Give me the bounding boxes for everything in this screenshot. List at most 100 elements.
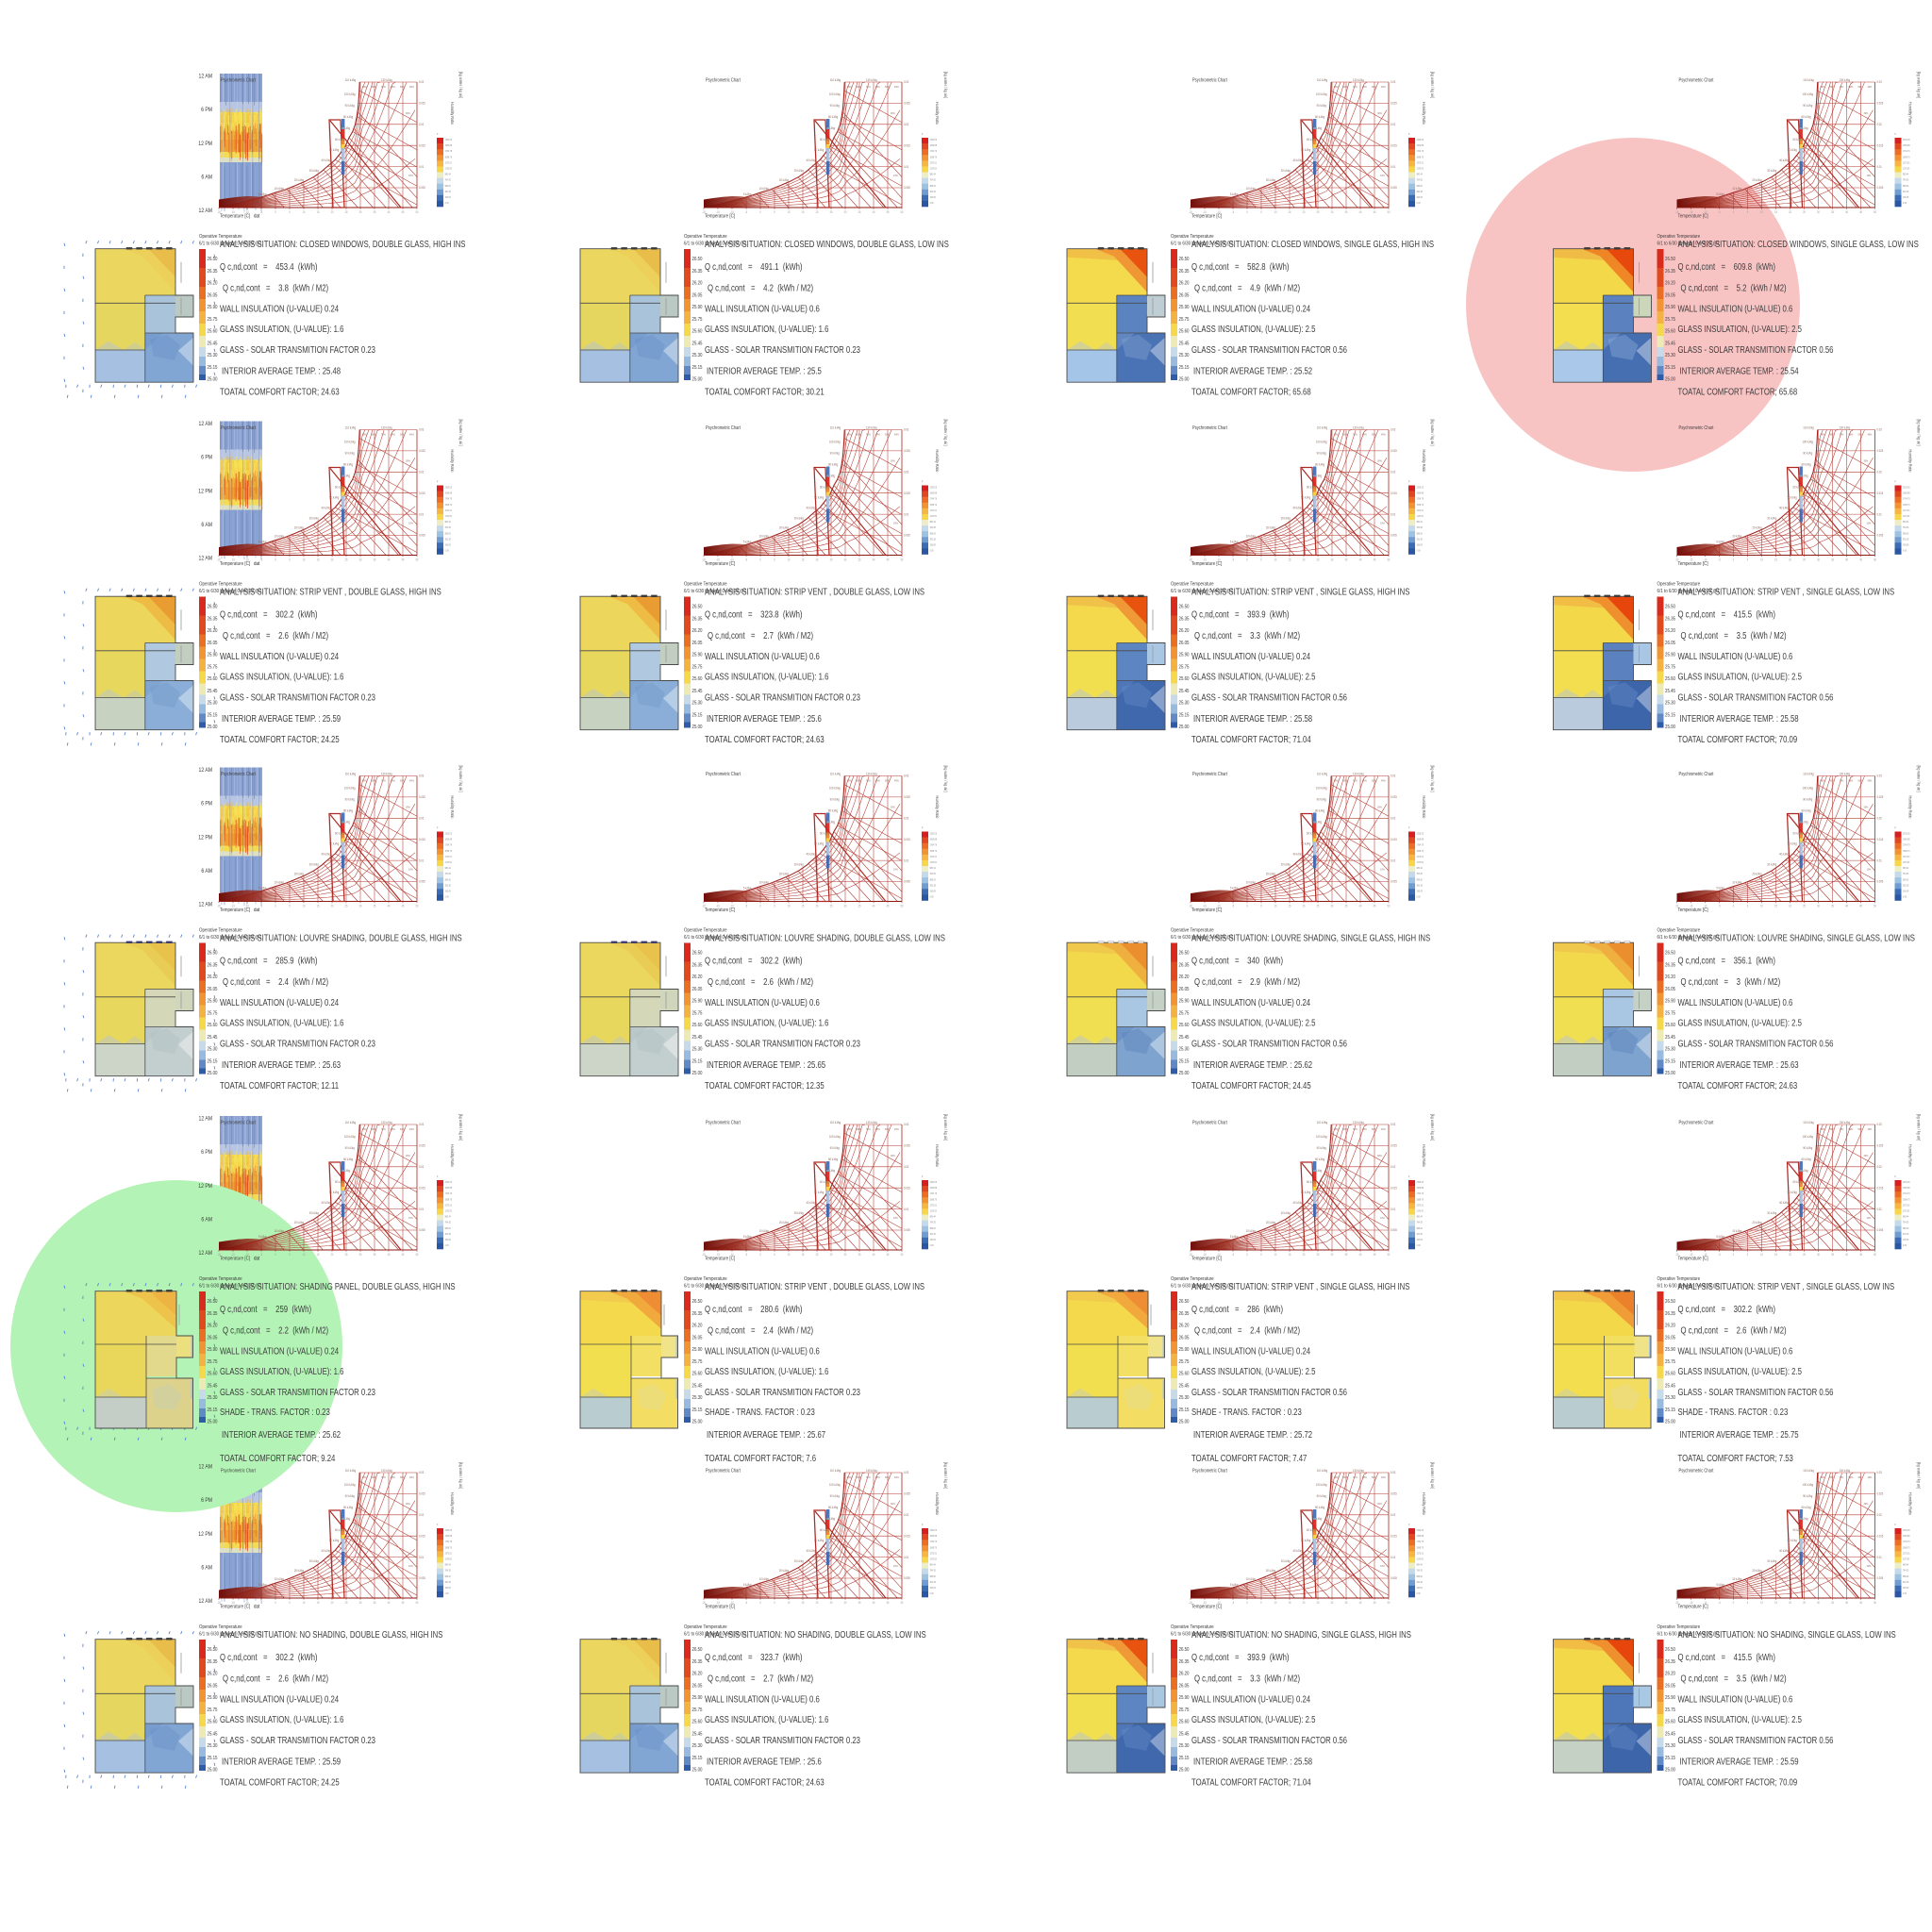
svg-text:GLASS INSULATION, (U-VALUE): 2: GLASS INSULATION, (U-VALUE): 2.5 (1678, 1366, 1803, 1376)
svg-text:Operative Temperature: Operative Temperature (1657, 1624, 1701, 1631)
svg-text:Q c,nd,cont = 2.6 (kWh /: Q c,nd,cont = 2.6 (kWh / M2) (223, 630, 328, 641)
svg-text:6/1 to 6/30 between 0 and 23 @: 6/1 to 6/30 between 0 and 23 @1 (199, 589, 261, 595)
svg-text:INTERIOR AVERAGE TEMP. : 25.62: INTERIOR AVERAGE TEMP. : 25.62 (1193, 1059, 1312, 1070)
svg-text:GLASS INSULATION, (U-VALUE): 2: GLASS INSULATION, (U-VALUE): 2.5 (1678, 1018, 1803, 1028)
svg-text:ANALYSIS SITUATION: LOUVRE SHA: ANALYSIS SITUATION: LOUVRE SHADING, DOUB… (705, 933, 945, 943)
svg-text:WALL INSULATION (U-VALUE) 0.6: WALL INSULATION (U-VALUE) 0.6 (1678, 651, 1793, 661)
svg-text:Q c,nd,cont = 302.2 (kWh: Q c,nd,cont = 302.2 (kWh) (705, 956, 803, 966)
svg-text:GLASS - SOLAR TRANSMITION FACT: GLASS - SOLAR TRANSMITION FACTOR 0.56 (1678, 1387, 1834, 1397)
svg-text:6 AM: 6 AM (201, 869, 212, 875)
svg-text:INTERIOR AVERAGE TEMP. : 25.58: INTERIOR AVERAGE TEMP. : 25.58 (1193, 713, 1312, 724)
svg-text:GLASS - SOLAR TRANSMITION FACT: GLASS - SOLAR TRANSMITION FACTOR 0.56 (1678, 1039, 1834, 1049)
svg-text:WALL INSULATION (U-VALUE) 0.24: WALL INSULATION (U-VALUE) 0.24 (1191, 651, 1310, 661)
svg-text:TOATAL COMFORT FACTOR; 71.04: TOATAL COMFORT FACTOR; 71.04 (1191, 1777, 1311, 1788)
svg-text:dat: dat (254, 908, 260, 914)
svg-text:ANALYSIS SITUATION: CLOSED WIN: ANALYSIS SITUATION: CLOSED WINDOWS, DOUB… (220, 239, 466, 249)
svg-text:6/1 to 6/30 between 0 and 23 @: 6/1 to 6/30 between 0 and 23 @1 (199, 1283, 261, 1290)
svg-text:GLASS - SOLAR TRANSMITION FACT: GLASS - SOLAR TRANSMITION FACTOR 0.23 (705, 1387, 860, 1397)
svg-text:GLASS - SOLAR TRANSMITION FACT: GLASS - SOLAR TRANSMITION FACTOR 0.56 (1678, 692, 1834, 703)
svg-text:Q c,nd,cont = 2.6 (kWh /: Q c,nd,cont = 2.6 (kWh / M2) (1681, 1325, 1787, 1336)
svg-text:12 AM: 12 AM (199, 902, 213, 908)
svg-text:TOATAL COMFORT FACTOR; 24.63: TOATAL COMFORT FACTOR; 24.63 (705, 734, 824, 744)
svg-text:WALL INSULATION (U-VALUE) 0.6: WALL INSULATION (U-VALUE) 0.6 (705, 997, 820, 1008)
svg-text:Operative Temperature: Operative Temperature (199, 581, 242, 588)
svg-text:ANALYSIS SITUATION: LOUVRE SHA: ANALYSIS SITUATION: LOUVRE SHADING, DOUB… (220, 933, 462, 943)
svg-text:WALL INSULATION (U-VALUE) 0.24: WALL INSULATION (U-VALUE) 0.24 (1191, 997, 1310, 1008)
svg-text:WALL INSULATION (U-VALUE) 0.6: WALL INSULATION (U-VALUE) 0.6 (705, 1346, 820, 1357)
svg-text:Operative Temperature: Operative Temperature (684, 927, 727, 934)
svg-text:6/1 to 6/30 between 0 and 23 @: 6/1 to 6/30 between 0 and 23 @1 (1171, 589, 1233, 595)
svg-text:Operative Temperature: Operative Temperature (1657, 234, 1701, 241)
svg-text:6/1 to 6/30 between 0 and 23 @: 6/1 to 6/30 between 0 and 23 @1 (199, 1631, 261, 1638)
svg-text:Operative Temperature: Operative Temperature (199, 1624, 242, 1631)
svg-text:6 AM: 6 AM (201, 1217, 212, 1224)
svg-text:TOATAL COMFORT FACTOR; 7.47: TOATAL COMFORT FACTOR; 7.47 (1191, 1453, 1307, 1463)
svg-text:Operative Temperature: Operative Temperature (1657, 1276, 1701, 1283)
svg-text:Q c,nd,cont = 302.2 (kWh: Q c,nd,cont = 302.2 (kWh) (220, 1652, 318, 1662)
svg-text:INTERIOR AVERAGE TEMP. : 25.5: INTERIOR AVERAGE TEMP. : 25.5 (707, 366, 822, 376)
svg-text:Q c,nd,cont = 2.7 (kWh /: Q c,nd,cont = 2.7 (kWh / M2) (708, 630, 813, 641)
svg-text:TOATAL COMFORT FACTOR; 9.24: TOATAL COMFORT FACTOR; 9.24 (220, 1453, 335, 1463)
svg-text:ANALYSIS SITUATION: NO SHADING: ANALYSIS SITUATION: NO SHADING, DOUBLE G… (705, 1629, 926, 1640)
svg-text:WALL INSULATION (U-VALUE) 0.6: WALL INSULATION (U-VALUE) 0.6 (1678, 304, 1793, 314)
svg-text:ANALYSIS SITUATION: STRIP VENT: ANALYSIS SITUATION: STRIP VENT , SINGLE … (1191, 1281, 1410, 1291)
svg-text:Q c,nd,cont = 609.8 (kWh: Q c,nd,cont = 609.8 (kWh) (1678, 261, 1776, 272)
svg-text:ANALYSIS SITUATION: LOUVRE SHA: ANALYSIS SITUATION: LOUVRE SHADING, SING… (1678, 933, 1916, 943)
svg-text:6/1 to 6/30 between 0 and 23 @: 6/1 to 6/30 between 0 and 23 @1 (199, 241, 261, 247)
svg-text:INTERIOR AVERAGE TEMP. : 25.62: INTERIOR AVERAGE TEMP. : 25.62 (222, 1429, 341, 1440)
svg-text:INTERIOR AVERAGE TEMP. : 25.52: INTERIOR AVERAGE TEMP. : 25.52 (1193, 366, 1312, 376)
svg-text:ANALYSIS SITUATION: STRIP VENT: ANALYSIS SITUATION: STRIP VENT , DOUBLE … (705, 1281, 924, 1291)
svg-text:GLASS - SOLAR TRANSMITION FACT: GLASS - SOLAR TRANSMITION FACTOR 0.56 (1191, 1735, 1347, 1745)
svg-text:6/1 to 6/30 between 0 and 23 @: 6/1 to 6/30 between 0 and 23 @1 (1171, 1283, 1233, 1290)
svg-text:SHADE - TRANS. FACTOR : 0.23: SHADE - TRANS. FACTOR : 0.23 (220, 1407, 330, 1417)
svg-text:Operative Temperature: Operative Temperature (684, 234, 727, 241)
svg-text:Q c,nd,cont = 3.5 (kWh /: Q c,nd,cont = 3.5 (kWh / M2) (1681, 630, 1787, 641)
svg-text:Operative Temperature: Operative Temperature (199, 1276, 242, 1283)
svg-text:Q c,nd,cont = 2.9 (kWh /: Q c,nd,cont = 2.9 (kWh / M2) (1194, 976, 1300, 987)
svg-text:WALL INSULATION (U-VALUE) 0.24: WALL INSULATION (U-VALUE) 0.24 (220, 651, 339, 661)
svg-text:ANALYSIS SITUATION: CLOSED WIN: ANALYSIS SITUATION: CLOSED WINDOWS, SING… (1678, 239, 1919, 249)
svg-text:TOATAL COMFORT FACTOR; 24.25: TOATAL COMFORT FACTOR; 24.25 (220, 734, 340, 744)
svg-text:WALL INSULATION (U-VALUE) 0.24: WALL INSULATION (U-VALUE) 0.24 (220, 1346, 339, 1357)
svg-text:Q c,nd,cont = 356.1 (kWh: Q c,nd,cont = 356.1 (kWh) (1678, 956, 1776, 966)
svg-text:Q c,nd,cont = 3.3 (kWh /: Q c,nd,cont = 3.3 (kWh / M2) (1194, 630, 1300, 641)
svg-text:GLASS - SOLAR TRANSMITION FACT: GLASS - SOLAR TRANSMITION FACTOR 0.23 (220, 1387, 375, 1397)
svg-text:6/1 to 6/30 between 0 and 23 @: 6/1 to 6/30 between 0 and 23 @1 (1657, 589, 1720, 595)
svg-text:6 AM: 6 AM (201, 1565, 212, 1572)
svg-text:GLASS INSULATION, (U-VALUE): 2: GLASS INSULATION, (U-VALUE): 2.5 (1678, 672, 1803, 682)
svg-text:GLASS INSULATION, (U-VALUE): 2: GLASS INSULATION, (U-VALUE): 2.5 (1678, 324, 1803, 334)
svg-text:6 PM: 6 PM (201, 108, 212, 114)
svg-text:GLASS INSULATION, (U-VALUE): 2: GLASS INSULATION, (U-VALUE): 2.5 (1191, 1018, 1316, 1028)
svg-text:Operative Temperature: Operative Temperature (1657, 581, 1701, 588)
svg-text:INTERIOR AVERAGE TEMP. : 25.75: INTERIOR AVERAGE TEMP. : 25.75 (1680, 1429, 1799, 1440)
svg-text:GLASS - SOLAR TRANSMITION FACT: GLASS - SOLAR TRANSMITION FACTOR 0.23 (705, 344, 860, 355)
svg-text:INTERIOR AVERAGE TEMP. : 25.58: INTERIOR AVERAGE TEMP. : 25.58 (1680, 713, 1799, 724)
svg-text:ANALYSIS SITUATION: STRIP VENT: ANALYSIS SITUATION: STRIP VENT , SINGLE … (1191, 587, 1410, 597)
svg-text:WALL INSULATION (U-VALUE) 0.6: WALL INSULATION (U-VALUE) 0.6 (705, 651, 820, 661)
svg-text:Q c,nd,cont = 491.1 (kWh: Q c,nd,cont = 491.1 (kWh) (705, 261, 803, 272)
svg-text:6/1 to 6/30 between 0 and 23 @: 6/1 to 6/30 between 0 and 23 @1 (684, 1283, 746, 1290)
svg-text:6/1 to 6/30 between 0 and 23 @: 6/1 to 6/30 between 0 and 23 @1 (1171, 1631, 1233, 1638)
svg-text:12 PM: 12 PM (198, 835, 212, 841)
svg-text:12 AM: 12 AM (199, 74, 213, 80)
svg-text:WALL INSULATION (U-VALUE) 0.24: WALL INSULATION (U-VALUE) 0.24 (220, 1694, 339, 1705)
svg-text:TOATAL COMFORT FACTOR; 12.11: TOATAL COMFORT FACTOR; 12.11 (220, 1080, 339, 1091)
svg-text:Q c,nd,cont = 323.8 (kWh: Q c,nd,cont = 323.8 (kWh) (705, 609, 803, 620)
svg-text:dat: dat (254, 561, 260, 568)
svg-text:Q c,nd,cont = 415.5 (kWh: Q c,nd,cont = 415.5 (kWh) (1678, 609, 1776, 620)
svg-text:12 AM: 12 AM (199, 1116, 213, 1123)
svg-text:ANALYSIS SITUATION: STRIP VENT: ANALYSIS SITUATION: STRIP VENT , DOUBLE … (220, 587, 441, 597)
svg-text:6/1 to 6/30 between 0 and 23 @: 6/1 to 6/30 between 0 and 23 @1 (1171, 241, 1233, 247)
svg-text:GLASS - SOLAR TRANSMITION FACT: GLASS - SOLAR TRANSMITION FACTOR 0.23 (220, 1039, 375, 1049)
svg-text:TOATAL COMFORT FACTOR; 24.63: TOATAL COMFORT FACTOR; 24.63 (1678, 1080, 1798, 1091)
svg-text:GLASS - SOLAR TRANSMITION FACT: GLASS - SOLAR TRANSMITION FACTOR 0.56 (1191, 344, 1347, 355)
svg-text:TOATAL COMFORT FACTOR; 12.35: TOATAL COMFORT FACTOR; 12.35 (705, 1080, 824, 1091)
svg-text:dat: dat (254, 1604, 260, 1610)
svg-text:dat: dat (254, 1256, 260, 1262)
svg-text:GLASS - SOLAR TRANSMITION FACT: GLASS - SOLAR TRANSMITION FACTOR 0.23 (705, 692, 860, 703)
svg-text:GLASS - SOLAR TRANSMITION FACT: GLASS - SOLAR TRANSMITION FACTOR 0.23 (220, 692, 375, 703)
svg-text:SHADE - TRANS. FACTOR : 0.23: SHADE - TRANS. FACTOR : 0.23 (705, 1407, 815, 1417)
svg-text:Operative Temperature: Operative Temperature (1657, 927, 1701, 934)
svg-text:WALL INSULATION (U-VALUE) 0.6: WALL INSULATION (U-VALUE) 0.6 (705, 1694, 820, 1705)
svg-text:TOATAL COMFORT FACTOR; 7.6: TOATAL COMFORT FACTOR; 7.6 (705, 1453, 816, 1463)
